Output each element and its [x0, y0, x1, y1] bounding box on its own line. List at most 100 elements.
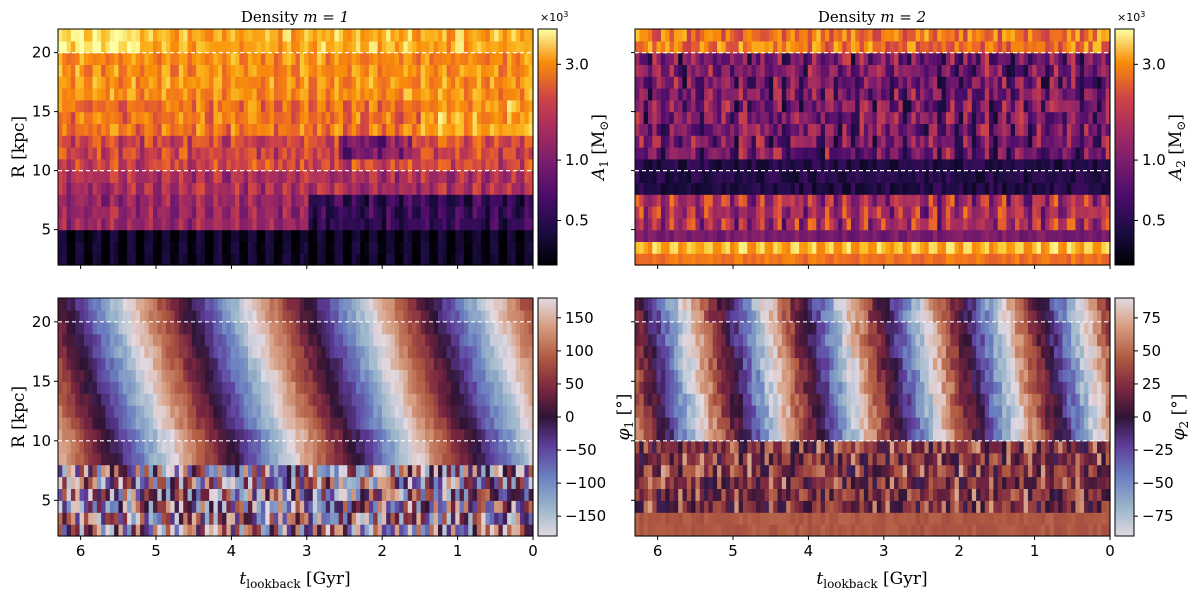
heatmap-cell — [230, 99, 236, 113]
heatmap-cell — [502, 135, 508, 148]
heatmap-cell — [183, 182, 189, 195]
heatmap-cell — [1058, 111, 1064, 124]
heatmap-cell — [643, 40, 649, 54]
heatmap-cell — [686, 253, 692, 266]
heatmap-cell — [1006, 241, 1012, 254]
heatmap-cell — [459, 253, 465, 266]
heatmap-cell — [450, 182, 456, 195]
heatmap-cell — [295, 512, 301, 525]
heatmap-cell — [494, 88, 500, 101]
heatmap-cell — [416, 64, 422, 77]
heatmap-cell — [837, 111, 843, 124]
heatmap-cell — [989, 88, 995, 101]
heatmap-cell — [515, 488, 521, 501]
heatmap-cell — [717, 29, 722, 42]
heatmap-cell — [420, 88, 426, 101]
heatmap-cell — [148, 194, 154, 207]
heatmap-cell — [502, 488, 508, 501]
heatmap-cell — [79, 194, 85, 207]
heatmap-cell — [846, 76, 852, 89]
heatmap-cell — [971, 241, 977, 254]
heatmap-cell — [859, 99, 865, 113]
heatmap-cell — [1032, 123, 1038, 136]
heatmap-cell — [1075, 253, 1081, 266]
heatmap-cell — [1105, 135, 1111, 148]
heatmap-cell — [114, 52, 120, 65]
heatmap-cell — [1097, 206, 1102, 219]
heatmap-cell — [83, 147, 89, 160]
heatmap-cell — [885, 206, 891, 219]
heatmap-cell — [144, 206, 150, 219]
panel-title-m2: Density m = 2 — [818, 8, 926, 26]
heatmap-cell — [269, 170, 275, 183]
heatmap-cell — [187, 217, 193, 231]
heatmap-cell — [764, 111, 770, 124]
heatmap-cell — [829, 241, 835, 254]
heatmap-cell — [472, 52, 478, 65]
heatmap-cell — [399, 29, 405, 42]
heatmap-cell — [515, 158, 521, 172]
heatmap-cell — [70, 123, 76, 136]
heatmap-cell — [88, 99, 94, 113]
heatmap-cell — [639, 123, 645, 136]
heatmap-cell — [58, 229, 63, 242]
heatmap-cell — [399, 194, 405, 207]
heatmap-cell — [174, 524, 180, 537]
heatmap-cell — [721, 158, 727, 172]
heatmap-cell — [885, 29, 891, 42]
heatmap-cell — [481, 524, 487, 537]
heatmap-cell — [915, 217, 921, 231]
heatmap-cell — [96, 194, 102, 207]
heatmap-cell — [62, 29, 68, 42]
heatmap-cell — [665, 99, 671, 113]
heatmap-cell — [1075, 52, 1081, 65]
heatmap-cell — [308, 64, 314, 77]
axes-frame — [634, 28, 1111, 266]
heatmap-cell — [239, 229, 245, 242]
heatmap-cell — [1084, 40, 1090, 54]
heatmap-cell — [96, 241, 102, 254]
heatmap-cell — [846, 29, 852, 42]
heatmap-cell — [248, 229, 253, 242]
heatmap-cell — [889, 99, 895, 113]
heatmap-cell — [669, 99, 675, 113]
heatmap-cell — [876, 52, 882, 65]
heatmap-cell — [88, 206, 94, 219]
heatmap-cell — [101, 488, 107, 501]
heatmap-cell — [364, 241, 370, 254]
heatmap-cell — [96, 40, 102, 54]
heatmap-cell — [894, 194, 900, 207]
heatmap-cell — [295, 29, 301, 42]
heatmap-cell — [755, 194, 761, 207]
heatmap-cell — [334, 147, 340, 160]
heatmap-cell — [859, 123, 865, 136]
heatmap-cell — [450, 111, 456, 124]
heatmap-cell — [898, 241, 904, 254]
heatmap-cell — [928, 64, 934, 77]
heatmap-cell — [751, 147, 757, 160]
heatmap-cell — [842, 182, 848, 195]
heatmap-cell — [226, 488, 232, 501]
heatmap-cell — [256, 76, 262, 89]
heatmap-cell — [989, 217, 995, 231]
heatmap-cell — [898, 170, 904, 183]
heatmap-cell — [83, 241, 89, 254]
heatmap-cell — [394, 135, 400, 148]
heatmap-cell — [420, 476, 426, 489]
heatmap-cell — [528, 217, 534, 231]
heatmap-cell — [976, 29, 982, 42]
heatmap-cell — [673, 206, 679, 219]
heatmap-cell — [945, 88, 951, 101]
heatmap-cell — [75, 147, 81, 160]
heatmap-cell — [786, 241, 792, 254]
heatmap-cell — [1053, 29, 1059, 42]
heatmap-cell — [760, 158, 766, 172]
heatmap-cell — [183, 241, 189, 254]
heatmap-cell — [235, 512, 240, 525]
heatmap-cell — [997, 29, 1003, 42]
heatmap-cell — [850, 123, 856, 136]
heatmap-cell — [742, 76, 748, 89]
heatmap-cell — [217, 194, 223, 207]
heatmap-cell — [360, 194, 366, 207]
heatmap-cell — [656, 135, 662, 148]
